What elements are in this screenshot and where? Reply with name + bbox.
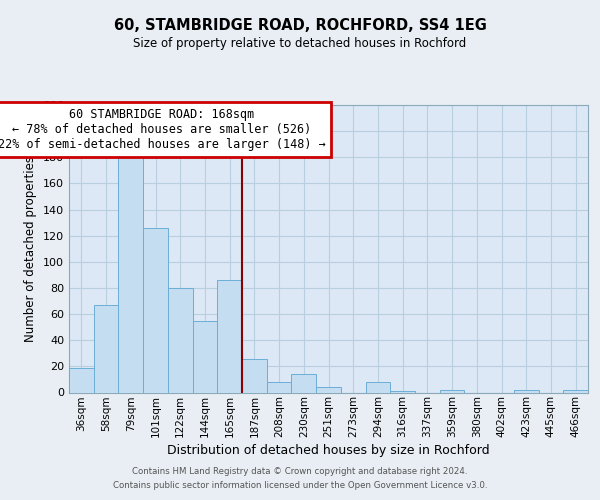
Bar <box>242 358 267 392</box>
Bar <box>143 228 168 392</box>
Bar <box>390 391 415 392</box>
Bar <box>118 158 143 392</box>
Text: 60 STAMBRIDGE ROAD: 168sqm
← 78% of detached houses are smaller (526)
22% of sem: 60 STAMBRIDGE ROAD: 168sqm ← 78% of deta… <box>0 108 326 150</box>
Bar <box>94 305 118 392</box>
Text: 60, STAMBRIDGE ROAD, ROCHFORD, SS4 1EG: 60, STAMBRIDGE ROAD, ROCHFORD, SS4 1EG <box>113 18 487 32</box>
Bar <box>168 288 193 393</box>
Bar <box>69 368 94 392</box>
Text: Size of property relative to detached houses in Rochford: Size of property relative to detached ho… <box>133 38 467 51</box>
Text: Contains public sector information licensed under the Open Government Licence v3: Contains public sector information licen… <box>113 481 487 490</box>
Bar <box>365 382 390 392</box>
Bar <box>217 280 242 392</box>
Bar <box>267 382 292 392</box>
Bar <box>292 374 316 392</box>
X-axis label: Distribution of detached houses by size in Rochford: Distribution of detached houses by size … <box>167 444 490 458</box>
Y-axis label: Number of detached properties: Number of detached properties <box>25 156 37 342</box>
Text: Contains HM Land Registry data © Crown copyright and database right 2024.: Contains HM Land Registry data © Crown c… <box>132 467 468 476</box>
Bar <box>193 320 217 392</box>
Bar <box>563 390 588 392</box>
Bar <box>440 390 464 392</box>
Bar <box>514 390 539 392</box>
Bar <box>316 388 341 392</box>
